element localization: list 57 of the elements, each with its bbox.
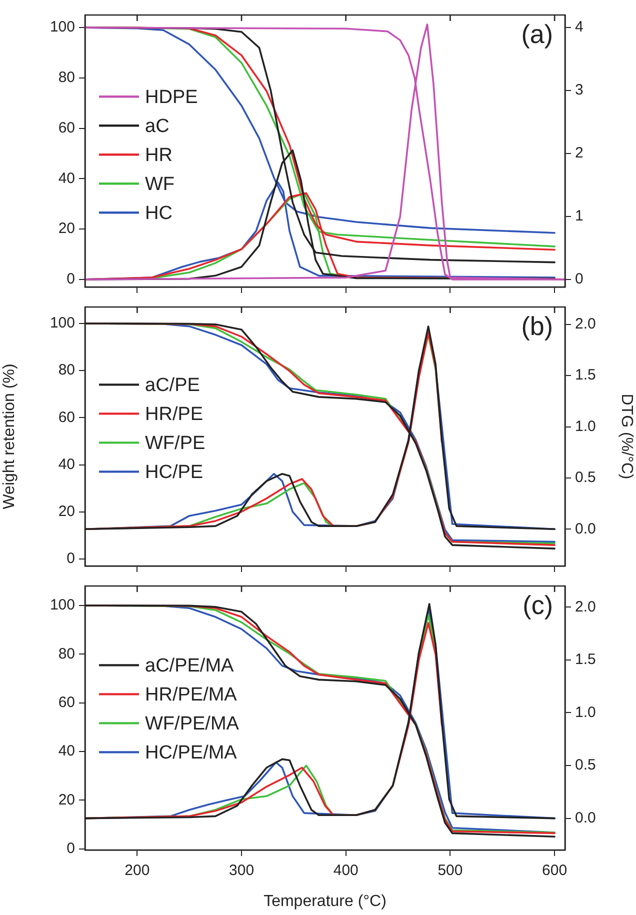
y-tick-label: 60 [58, 119, 75, 136]
x-tick-label: 600 [542, 862, 568, 880]
y2-tick-label: 1.5 [575, 651, 596, 668]
y-tick-label: 60 [58, 408, 75, 426]
legend-label: HR/PE [145, 404, 204, 425]
legend-label: HC [145, 202, 172, 224]
legend-label: HC/PE/MA [145, 742, 238, 764]
legend-label: HDPE [145, 86, 198, 108]
legend-label: HC/PE [145, 462, 204, 483]
x-tick-label: 400 [333, 862, 358, 880]
y2-tick-label: 2 [575, 144, 584, 162]
y-tick-label: 0 [66, 270, 75, 288]
y-tick-label: 40 [58, 742, 75, 760]
y2-tick-label: 2.0 [575, 598, 596, 616]
annotation: (c) [522, 590, 553, 620]
y2-tick-label: 1.0 [575, 418, 596, 435]
y2-tick-label: 4 [575, 18, 584, 36]
y2-tick-label: 1 [575, 208, 584, 225]
legend-label: aC/PE/MA [145, 655, 234, 676]
annotation: (a) [521, 19, 553, 50]
y-tick-label: 20 [58, 220, 75, 238]
y-tick-label: 40 [58, 456, 75, 473]
y2-tick-label: 0.5 [575, 469, 596, 486]
y2-tick-label: 1.0 [575, 704, 596, 721]
x-tick-label: 300 [229, 862, 254, 880]
y-tick-label: 40 [58, 170, 75, 187]
annotation: (b) [521, 311, 553, 342]
y-tick-label: 100 [50, 596, 75, 614]
x-axis-title: Temperature (°C) [264, 892, 386, 910]
y-tick-label: 20 [58, 502, 75, 520]
y-tick-label: 100 [50, 314, 75, 332]
y-tick-label: 100 [50, 18, 75, 36]
y-tick-label: 80 [58, 362, 75, 379]
y2-tick-label: 2.0 [575, 316, 596, 333]
y-tick-label: 0 [66, 550, 75, 568]
y2-axis-title: DTG (%/°C) [618, 394, 635, 480]
y-tick-label: 60 [58, 694, 75, 711]
y-tick-label: 20 [58, 791, 75, 808]
y2-tick-label: 0.0 [575, 809, 596, 826]
y-tick-label: 80 [58, 645, 75, 662]
legend-label: HR [145, 144, 172, 166]
y2-tick-label: 3 [575, 82, 584, 99]
y-tick-label: 0 [66, 840, 75, 857]
legend-label: WF/PE [145, 432, 206, 454]
x-tick-label: 500 [438, 862, 463, 880]
y-tick-label: 80 [58, 69, 75, 86]
y2-tick-label: 0.0 [575, 520, 596, 538]
y-axis-title: Weight retention (%) [1, 364, 18, 510]
legend-label: WF/PE/MA [145, 713, 240, 734]
legend-label: aC/PE [145, 374, 200, 396]
x-tick-label: 200 [124, 862, 150, 880]
legend-label: WF [145, 174, 175, 195]
legend-label: aC [145, 116, 170, 137]
y2-tick-label: 0 [575, 270, 584, 288]
y2-tick-label: 0.5 [575, 756, 596, 774]
legend-label: HR/PE/MA [145, 684, 238, 706]
y2-tick-label: 1.5 [575, 366, 596, 384]
